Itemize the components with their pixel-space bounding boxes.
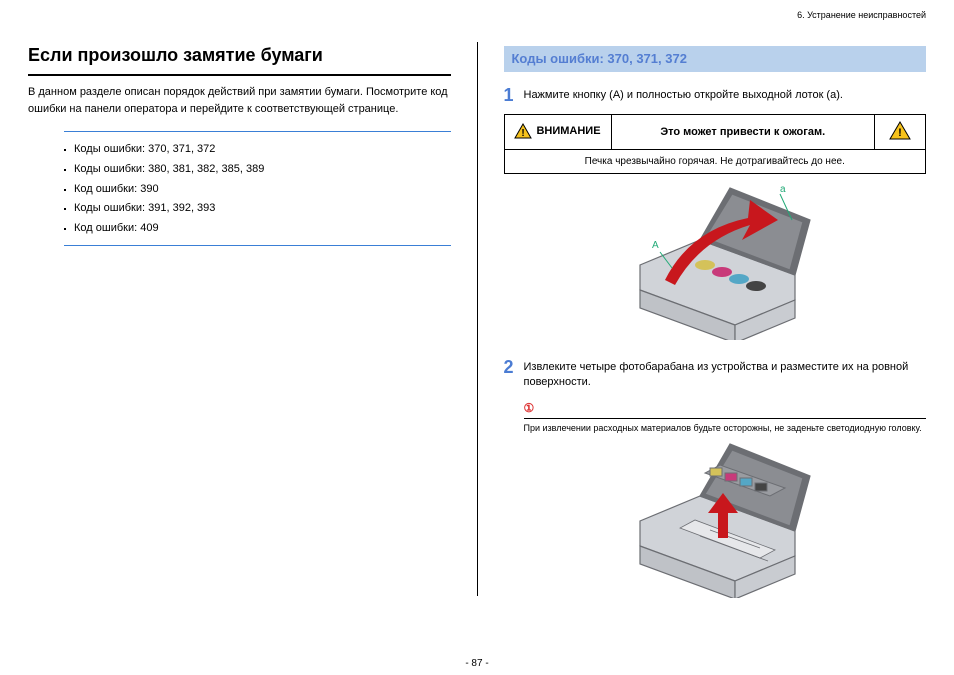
chapter-header: 6. Устранение неисправностей (797, 10, 926, 20)
column-divider (477, 42, 478, 596)
section-heading: Коды ошибки: 370, 371, 372 (504, 46, 927, 72)
warning-icon: ! (514, 123, 532, 139)
toc-bottom-rule (64, 245, 451, 246)
step-2: 2 Извлеките четыре фотобарабана из устро… (504, 358, 927, 391)
note-text: При извлечении расходных материалов будь… (524, 418, 927, 435)
page-title: Если произошло замятие бумаги (28, 45, 451, 66)
toc-item[interactable]: Коды ошибки: 391, 392, 393 (64, 199, 451, 219)
step-text: Нажмите кнопку (A) и полностью откройте … (524, 86, 843, 104)
toc-top-rule (64, 131, 451, 132)
warning-box: ! ВНИМАНИЕ Это может привести к ожогам. … (504, 114, 927, 174)
printer-figure-1: a A (610, 180, 820, 340)
warning-body: Печка чрезвычайно горячая. Не дотрагивай… (504, 150, 926, 174)
note-icon: ① (524, 401, 927, 415)
printer-figure-2 (610, 438, 820, 598)
intro-text: В данном разделе описан порядок действий… (28, 84, 451, 117)
page-number: - 87 - (0, 658, 954, 669)
svg-text:a: a (780, 184, 786, 195)
left-column: Если произошло замятие бумаги В данном р… (28, 40, 451, 616)
step-1: 1 Нажмите кнопку (A) и полностью откройт… (504, 86, 927, 104)
section-heading-text: Коды ошибки: 370, 371, 372 (512, 51, 687, 66)
step-number: 1 (504, 86, 524, 104)
toc-item[interactable]: Коды ошибки: 370, 371, 372 (64, 140, 451, 160)
step-text: Извлеките четыре фотобарабана из устройс… (524, 358, 927, 391)
warning-icon: ! (889, 121, 911, 140)
right-column: Коды ошибки: 370, 371, 372 1 Нажмите кно… (504, 40, 927, 616)
title-rule (28, 74, 451, 76)
svg-text:!: ! (898, 127, 902, 139)
toc-item[interactable]: Код ошибки: 409 (64, 219, 451, 239)
svg-text:A: A (652, 240, 659, 251)
warning-label-text: ВНИМАНИЕ (536, 125, 600, 137)
warning-title: Это может привести к ожогам. (660, 126, 825, 138)
svg-text:!: ! (522, 128, 525, 139)
warning-label: ! ВНИМАНИЕ (514, 123, 600, 139)
toc-list: Коды ошибки: 370, 371, 372 Коды ошибки: … (64, 140, 451, 239)
toc-item[interactable]: Код ошибки: 390 (64, 180, 451, 200)
step-number: 2 (504, 358, 524, 391)
toc-item[interactable]: Коды ошибки: 380, 381, 382, 385, 389 (64, 160, 451, 180)
